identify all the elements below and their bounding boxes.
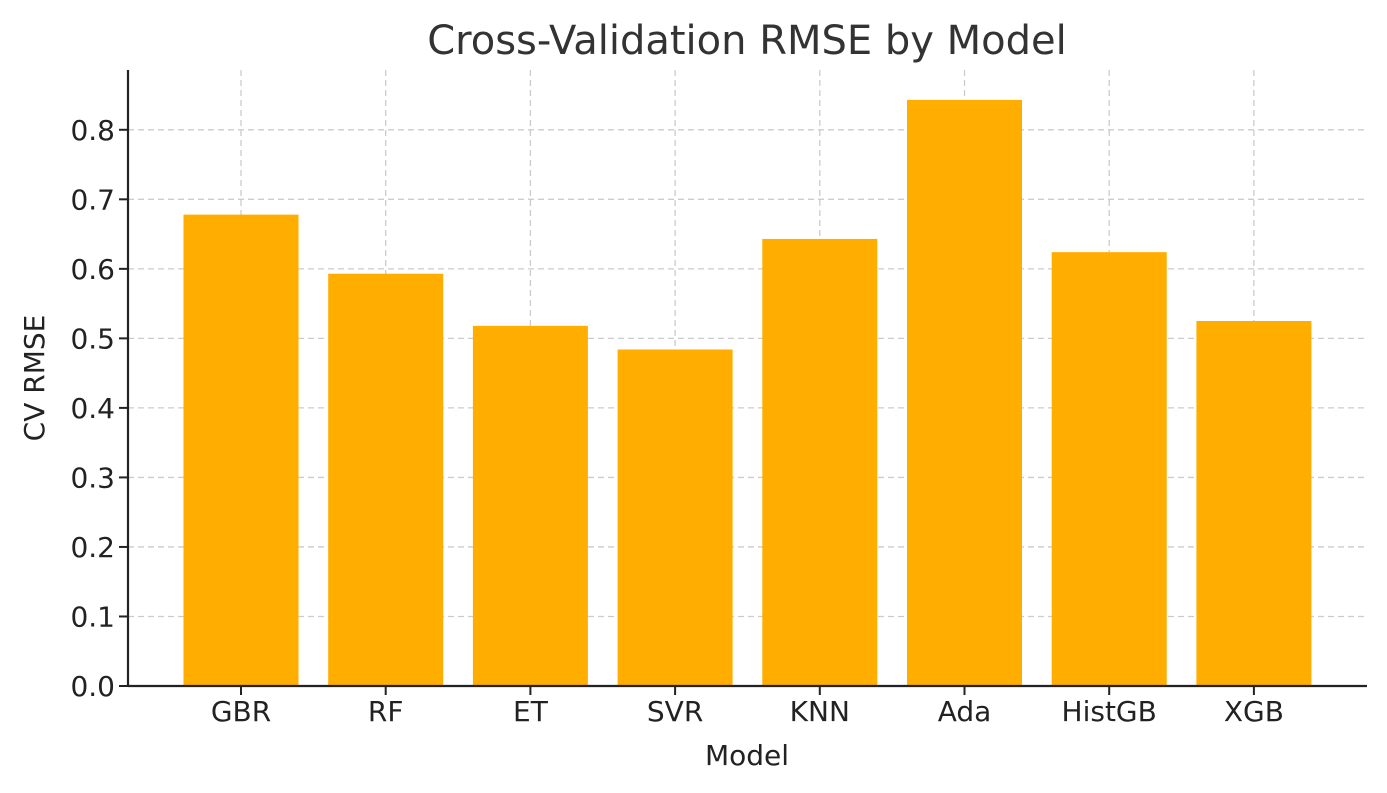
y-tick-label: 0.3 (70, 461, 115, 494)
bar-knn (762, 238, 878, 687)
chart-title: Cross-Validation RMSE by Model (427, 18, 1067, 64)
y-tick-label: 0.4 (70, 392, 115, 425)
x-tick-label: GBR (211, 695, 271, 728)
grid-layer (128, 70, 1367, 686)
y-tick-label: 0.0 (70, 670, 115, 703)
bar-svr (617, 349, 733, 686)
y-tick-label: 0.6 (70, 253, 115, 286)
x-tick-label: XGB (1224, 695, 1284, 728)
x-tick-label: HistGB (1062, 695, 1157, 728)
y-tick-label: 0.5 (70, 322, 115, 355)
bar-rf (328, 273, 444, 686)
bar-ada (907, 99, 1022, 686)
y-ticks-layer: 0.0 0.1 0.2 0.3 0.4 0.5 0.6 0.7 0.8 (70, 114, 128, 703)
x-axis-label: Model (705, 739, 789, 772)
x-tick-label: ET (513, 695, 549, 728)
bar-gbr (183, 214, 299, 686)
axes-layer (126, 70, 1367, 688)
x-tick-label: Ada (938, 695, 992, 728)
bar-histgb (1051, 252, 1167, 686)
y-tick-label: 0.1 (70, 600, 115, 633)
bar-xgb (1196, 320, 1312, 686)
y-tick-label: 0.7 (70, 183, 115, 216)
x-tick-label: SVR (647, 695, 703, 728)
bars-layer (183, 99, 1312, 687)
x-ticks-layer: GBR RF ET SVR KNN Ada HistGB XGB (211, 686, 1284, 728)
x-tick-label: KNN (790, 695, 850, 728)
x-tick-label: RF (368, 695, 404, 728)
y-tick-label: 0.8 (70, 114, 115, 147)
y-axis-label: CV RMSE (18, 315, 51, 442)
bar-et (472, 325, 588, 686)
y-tick-label: 0.2 (70, 531, 115, 564)
